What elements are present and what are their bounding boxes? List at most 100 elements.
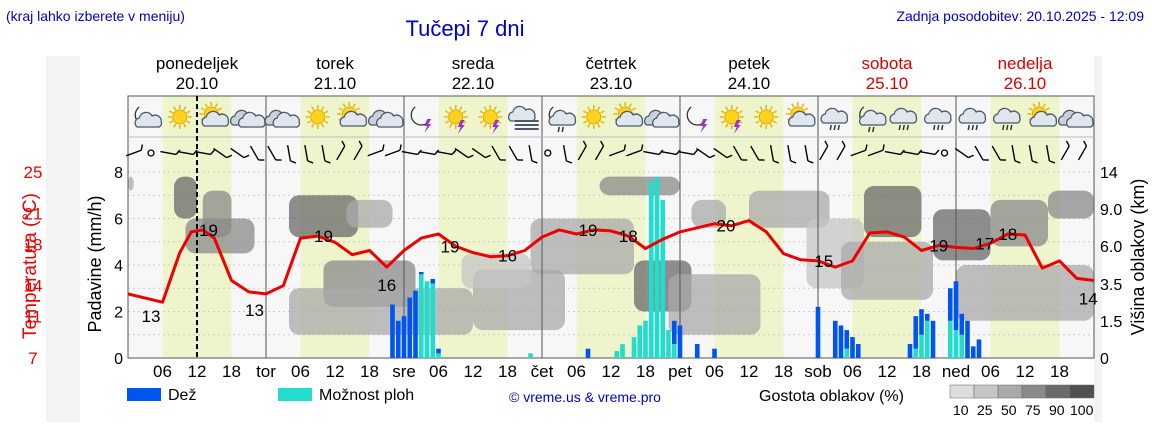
calm-circle: [147, 149, 155, 157]
moon-rain-icon: [548, 106, 577, 133]
rain-bar: [965, 320, 970, 358]
barb-flag: [531, 160, 538, 164]
sun-ray: [324, 120, 329, 124]
sun-ray: [462, 110, 467, 114]
sun-ray: [168, 120, 174, 124]
barb-flag: [882, 144, 885, 151]
rain-drop: [941, 124, 944, 131]
wind-barb: [696, 147, 716, 159]
sun-ray: [755, 120, 760, 124]
sun-ray: [306, 110, 312, 114]
right-axis-panel: [1094, 56, 1102, 422]
hour-tick: 06: [981, 362, 1000, 381]
cloud-rain-icon: [889, 107, 918, 131]
sun-ray: [600, 120, 605, 124]
barb-shaft: [336, 145, 346, 161]
wind-barb: [471, 147, 491, 159]
barb-shaft: [249, 145, 260, 161]
day-abbr-label: sob: [804, 362, 831, 381]
barb-flag: [399, 144, 402, 151]
hour-tick: 12: [188, 362, 207, 381]
wind-barb: [249, 145, 265, 161]
cloud-legend-level: 25: [977, 402, 993, 418]
rain-bar: [395, 320, 401, 358]
showers-bar: [637, 325, 643, 358]
temperature-label: 20: [717, 217, 736, 236]
sun-ray: [483, 123, 487, 128]
sun-ray: [587, 123, 591, 128]
sun-ray: [772, 110, 778, 114]
credit-link[interactable]: © vreme.us & vreme.pro: [509, 389, 661, 405]
sun-storm-icon: [478, 105, 503, 134]
temperature-label: 17: [975, 234, 994, 253]
barb-flag: [773, 160, 780, 164]
sun-ray: [804, 107, 809, 111]
sun-icon: [167, 105, 192, 129]
barb-shaft: [577, 145, 587, 161]
cloud-legend-level: 90: [1049, 402, 1065, 418]
rain-bar: [976, 339, 982, 358]
cloud-density-patch: [841, 241, 933, 300]
wind-barb: [286, 144, 297, 164]
region-note[interactable]: (kraj lahko izberete v meniju): [6, 8, 185, 24]
sun-storm-icon: [443, 105, 468, 134]
sun-ray: [493, 106, 497, 111]
cloud-icon: [1058, 109, 1094, 128]
day-date: 21.10: [314, 74, 357, 93]
cloud-shape: [958, 107, 987, 124]
hour-tick: 18: [498, 362, 517, 381]
cloud-legend-swatch: [973, 384, 999, 399]
rain-bar: [407, 297, 413, 358]
temperature-label: 16: [498, 247, 517, 266]
wind-barb: [384, 144, 402, 157]
wind-barb: [436, 149, 457, 156]
sun-ray: [321, 123, 325, 128]
showers-bar: [430, 283, 436, 358]
cloud-rain-icon: [958, 107, 987, 131]
barb-shaft: [819, 145, 829, 161]
cloud-density-patch: [346, 199, 393, 228]
rain-drop: [967, 124, 970, 131]
barb-flag: [741, 159, 748, 161]
sun-ray: [1042, 103, 1046, 108]
barb-flag: [382, 144, 385, 151]
sun-disc: [172, 109, 188, 125]
sun-cloud-icon: [613, 102, 644, 127]
sun-ray: [444, 120, 450, 124]
rain-drop: [872, 126, 875, 133]
showers-bar: [666, 330, 671, 358]
cloud-legend-swatch: [949, 384, 975, 399]
rain-bar: [671, 320, 677, 345]
sun-ray: [755, 110, 760, 114]
rain-drop: [1010, 124, 1013, 131]
cloud-shape: [859, 109, 887, 126]
rain-drop: [933, 124, 936, 131]
barb-shaft: [353, 145, 363, 161]
sun-ray: [496, 110, 502, 114]
sun-ray: [483, 106, 487, 111]
barb-shaft: [508, 145, 518, 161]
temperature-label: 15: [814, 252, 833, 271]
barb-shaft: [991, 145, 1001, 161]
wind-barb: [769, 144, 780, 164]
wind-barb: [1077, 140, 1088, 161]
barb-flag: [824, 140, 829, 147]
cloud-density-patch: [1048, 190, 1094, 219]
barb-shaft: [608, 149, 625, 157]
day-name: sobota: [861, 54, 913, 73]
sun-ray: [791, 103, 795, 108]
cloud-density-patch: [864, 185, 922, 238]
showers-bar: [654, 176, 660, 358]
sun-ray: [168, 110, 174, 114]
sun-ray: [720, 110, 726, 114]
rain-drop: [975, 124, 978, 131]
lightning-bolt: [700, 119, 708, 133]
sun-ray: [587, 106, 591, 111]
cloud-shape: [339, 110, 368, 127]
sun-cloud-icon: [785, 102, 816, 127]
barb-shaft: [884, 150, 901, 156]
rain-bar: [850, 337, 855, 358]
hour-tick: 18: [774, 362, 793, 381]
barb-shaft: [528, 144, 533, 162]
sun-ray: [173, 106, 177, 111]
